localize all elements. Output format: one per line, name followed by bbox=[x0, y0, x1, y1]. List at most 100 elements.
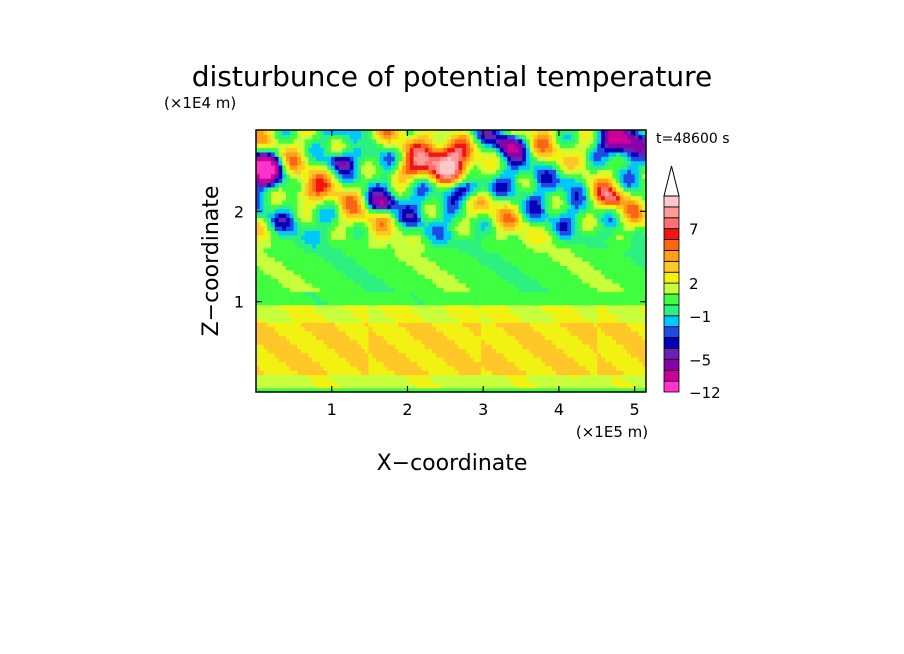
heatmap-cell bbox=[286, 383, 291, 389]
heatmap-cell bbox=[466, 295, 471, 301]
heatmap-cell bbox=[642, 265, 646, 271]
heatmap-cell bbox=[394, 348, 400, 354]
heatmap-cell bbox=[398, 221, 403, 227]
heatmap-cell bbox=[522, 365, 527, 371]
heatmap-cell bbox=[477, 269, 482, 275]
heatmap-cell bbox=[259, 212, 265, 218]
heatmap-cell bbox=[548, 217, 553, 223]
heatmap-cell bbox=[331, 313, 336, 319]
heatmap-cell bbox=[316, 300, 321, 306]
heatmap-cell bbox=[334, 282, 340, 288]
heatmap-cell bbox=[368, 370, 373, 376]
heatmap-cell bbox=[492, 313, 497, 319]
heatmap-cell bbox=[312, 195, 317, 201]
heatmap-cell bbox=[372, 352, 377, 358]
heatmap-cell bbox=[398, 387, 403, 392]
heatmap-cell bbox=[439, 343, 445, 349]
heatmap-cell bbox=[518, 191, 523, 197]
heatmap-cell bbox=[484, 265, 490, 271]
heatmap-cell bbox=[642, 195, 646, 201]
heatmap-cell bbox=[619, 322, 625, 328]
heatmap-cell bbox=[578, 343, 583, 349]
heatmap-cell bbox=[544, 313, 550, 319]
heatmap-cell bbox=[469, 274, 475, 280]
heatmap-cell bbox=[428, 239, 433, 245]
heatmap-cell bbox=[379, 287, 385, 293]
heatmap-cell bbox=[372, 330, 377, 336]
heatmap-cell bbox=[578, 217, 583, 223]
heatmap-cell bbox=[312, 261, 317, 266]
heatmap-cell bbox=[642, 230, 646, 236]
heatmap-cell bbox=[496, 261, 501, 266]
heatmap-cell bbox=[582, 256, 587, 262]
heatmap-cell bbox=[409, 226, 415, 232]
heatmap-cell bbox=[492, 186, 497, 192]
heatmap-cell bbox=[451, 278, 456, 284]
heatmap-cell bbox=[616, 300, 621, 306]
heatmap-cell bbox=[526, 221, 531, 227]
heatmap-cell bbox=[312, 374, 317, 380]
heatmap-cell bbox=[391, 291, 396, 297]
heatmap-cell bbox=[556, 204, 561, 210]
heatmap-cell bbox=[304, 265, 310, 271]
heatmap-cell bbox=[484, 365, 490, 371]
heatmap-cell bbox=[574, 212, 580, 218]
heatmap-cell bbox=[436, 343, 441, 349]
heatmap-cell bbox=[604, 265, 610, 271]
heatmap-cell bbox=[499, 278, 505, 284]
heatmap-cell bbox=[327, 239, 332, 245]
heatmap-cell bbox=[492, 208, 497, 214]
heatmap-cell bbox=[327, 330, 332, 336]
heatmap-cell bbox=[627, 370, 632, 376]
heatmap-cell bbox=[623, 352, 628, 358]
heatmap-cell bbox=[458, 186, 463, 192]
heatmap-cell bbox=[383, 282, 388, 288]
heatmap-cell bbox=[541, 226, 546, 232]
heatmap-cell bbox=[394, 274, 400, 280]
heatmap-cell bbox=[297, 208, 302, 214]
heatmap-cell bbox=[477, 335, 482, 341]
heatmap-cell bbox=[529, 322, 535, 328]
heatmap-cell bbox=[274, 256, 280, 262]
heatmap-cell bbox=[323, 352, 328, 358]
heatmap-cell bbox=[256, 261, 261, 266]
heatmap-cell bbox=[582, 339, 587, 345]
heatmap-cell bbox=[301, 269, 306, 275]
heatmap-cell bbox=[631, 261, 636, 266]
heatmap-cell bbox=[293, 317, 298, 323]
heatmap-cell bbox=[593, 265, 598, 271]
heatmap-cell bbox=[312, 199, 317, 205]
heatmap-cell bbox=[338, 256, 343, 262]
heatmap-cell bbox=[368, 274, 373, 280]
heatmap-cell bbox=[289, 370, 295, 376]
heatmap-cell bbox=[571, 182, 576, 188]
heatmap-cell bbox=[586, 339, 591, 345]
heatmap-cell bbox=[634, 269, 640, 275]
heatmap-cell bbox=[544, 304, 550, 310]
heatmap-cell bbox=[548, 199, 553, 205]
heatmap-cell bbox=[413, 256, 418, 262]
heatmap-cell bbox=[466, 322, 471, 328]
heatmap-cell bbox=[282, 317, 287, 323]
heatmap-cell bbox=[259, 339, 265, 345]
heatmap-cell bbox=[556, 199, 561, 205]
heatmap-cell bbox=[511, 186, 516, 192]
heatmap-cell bbox=[308, 243, 313, 249]
heatmap-cell bbox=[631, 191, 636, 197]
heatmap-cell bbox=[507, 361, 512, 367]
heatmap-cell bbox=[259, 278, 265, 284]
heatmap-cell bbox=[387, 287, 392, 293]
heatmap-cell bbox=[424, 348, 430, 354]
heatmap-cell bbox=[263, 204, 268, 210]
heatmap-cell bbox=[574, 278, 580, 284]
heatmap-cell bbox=[631, 243, 636, 249]
heatmap-cell bbox=[424, 365, 430, 371]
heatmap-cell bbox=[432, 383, 437, 389]
heatmap-cell bbox=[353, 204, 358, 210]
heatmap-cell bbox=[473, 370, 478, 376]
heatmap-cell bbox=[286, 287, 291, 293]
heatmap-cell bbox=[529, 191, 535, 197]
heatmap-cell bbox=[604, 186, 610, 192]
heatmap-cell bbox=[383, 370, 388, 376]
heatmap-cell bbox=[301, 309, 306, 314]
